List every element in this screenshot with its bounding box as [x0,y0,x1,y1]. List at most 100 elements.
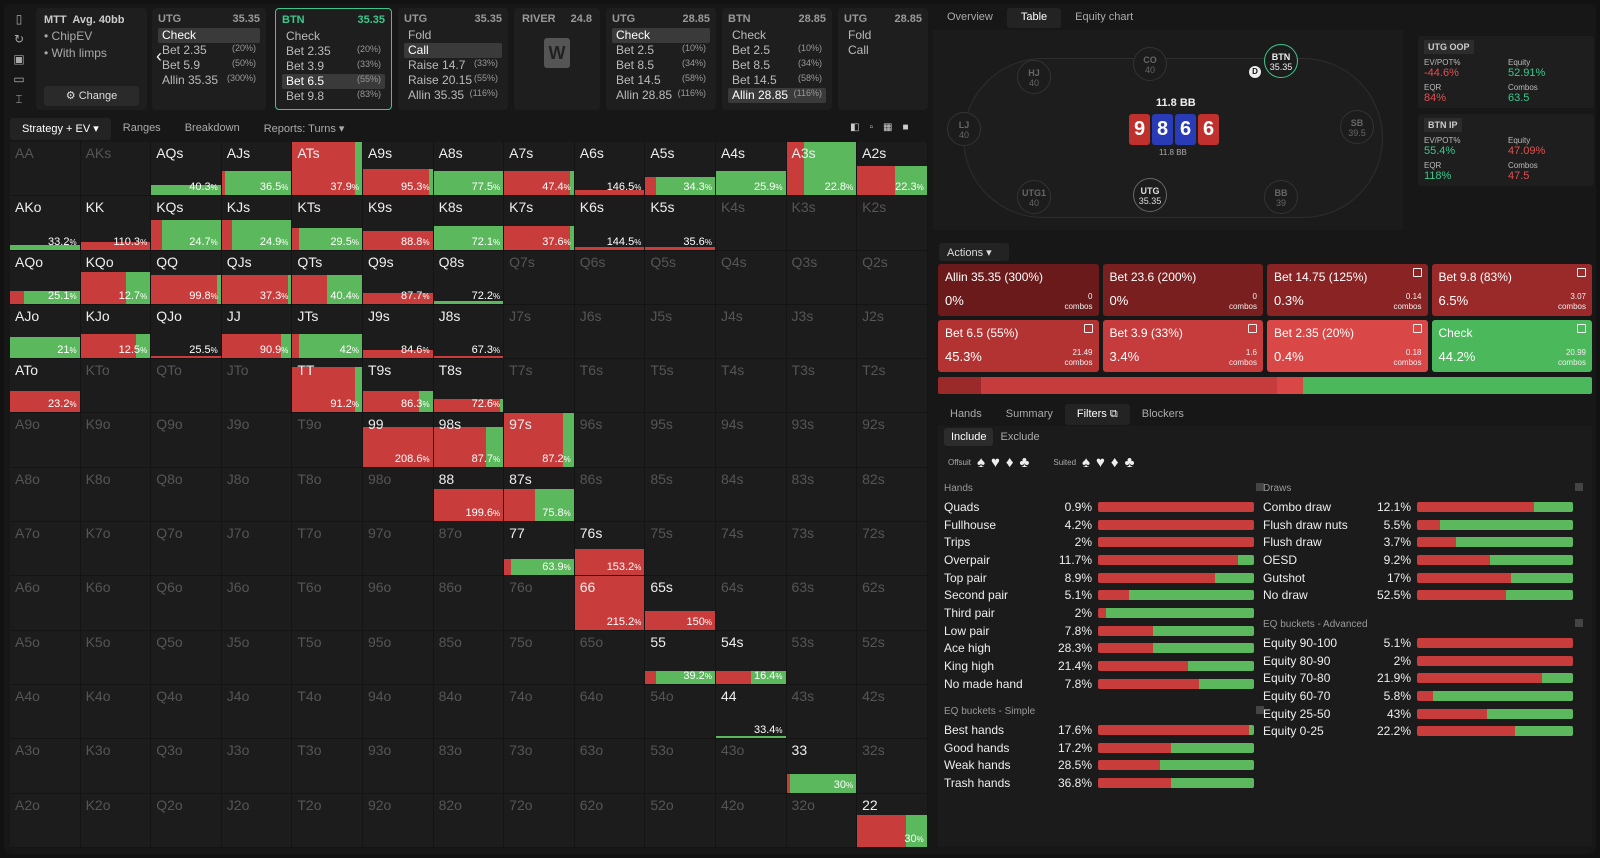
tree-node-btn[interactable]: BTN 28.85 Check Bet 2.5 (10%) Bet 8.5 (34%) Bet… [722,8,832,110]
hand-cell-84s[interactable]: 84s [715,467,787,523]
hand-cell-77[interactable]: 77 63.9% [504,522,575,577]
hand-cell-KTo[interactable]: KTo [80,359,152,414]
card-placeholder[interactable]: W [544,38,570,68]
square-icon[interactable]: ■ [902,122,909,133]
node-action[interactable]: Bet 2.5 (10%) [612,43,710,58]
section-toggle-icon[interactable] [1256,706,1264,714]
filter-row[interactable]: Equity 80-90 2% [1263,652,1583,670]
hand-cell-J8o[interactable]: J8o [221,467,293,523]
filter-row[interactable]: Good hands 17.2% [944,739,1264,757]
hand-cell-QJs[interactable]: QJs 37.3% [221,250,293,305]
hand-cell-K6s[interactable]: K6s 144.5% [574,196,646,251]
filter-row[interactable]: Ace high 28.3% [944,640,1264,658]
hand-cell-T5o[interactable]: T5o [292,630,363,685]
seat-co[interactable]: CO 40 [1133,47,1167,81]
seat-hj[interactable]: HJ 40 [1017,60,1051,94]
hand-cell-94s[interactable]: 94s [715,413,787,468]
node-action[interactable]: Allin 35.35 (300%) [158,73,260,88]
hand-cell-T7o[interactable]: T7o [292,522,363,577]
hand-cell-62s[interactable]: 62s [857,576,928,631]
hand-cell-65s[interactable]: 65s 150% [645,576,716,631]
contrast-icon[interactable]: ◧ [850,122,860,133]
tab-strategy-ev[interactable]: Strategy + EV ▾ [10,118,111,140]
hand-cell-87s[interactable]: 87s 75.8% [504,467,575,523]
hand-cell-93o[interactable]: 93o [362,739,434,794]
river-card-node[interactable]: RIVER 24.8 W [514,8,600,110]
hand-cell-72o[interactable]: 72o [504,793,575,848]
hand-cell-72s[interactable]: 72s [857,522,928,577]
exclude-toggle[interactable]: Exclude [1000,431,1040,443]
hand-cell-43o[interactable]: 43o [715,739,787,794]
hand-cell-J4s[interactable]: J4s [715,304,787,360]
hand-cell-76o[interactable]: 76o [504,576,575,631]
hand-cell-54o[interactable]: 54o [645,684,716,740]
filter-row[interactable]: Trips 2% [944,533,1264,551]
hand-cell-Q8o[interactable]: Q8o [151,467,222,523]
hand-cell-K7o[interactable]: K7o [80,522,152,577]
hand-cell-J3o[interactable]: J3o [221,739,293,794]
hand-cell-75s[interactable]: 75s [645,522,716,577]
hand-cell-Q8s[interactable]: Q8s 72.2% [433,250,505,305]
hand-cell-64s[interactable]: 64s [715,576,787,631]
expand-icon[interactable] [1083,324,1093,333]
hand-cell-T6o[interactable]: T6o [292,576,363,631]
node-action[interactable]: Check [728,28,826,43]
seat-bb[interactable]: BB 39 [1264,180,1298,214]
hand-cell-T3o[interactable]: T3o [292,739,363,794]
node-action[interactable]: Bet 9.8 (83%) [282,89,385,104]
measure-icon[interactable]: ⌶ [15,92,23,106]
hand-cell-A9o[interactable]: A9o [10,413,81,468]
seat-utg[interactable]: UTG 35.35 [1133,178,1167,212]
hand-cell-T7s[interactable]: T7s [504,359,575,414]
hand-cell-T4o[interactable]: T4o [292,684,363,740]
hand-cell-Q4s[interactable]: Q4s [715,250,787,305]
hand-cell-Q3s[interactable]: Q3s [786,250,858,305]
hand-cell-K6o[interactable]: K6o [80,576,152,631]
filter-row[interactable]: Overpair 11.7% [944,551,1264,569]
hand-cell-73s[interactable]: 73s [786,522,858,577]
node-action[interactable]: Bet 14.5 (58%) [612,73,710,88]
hand-cell-83o[interactable]: 83o [433,739,505,794]
hand-cell-T4s[interactable]: T4s [715,359,787,414]
hand-cell-44[interactable]: 44 33.4% [715,684,787,740]
filter-row[interactable]: Equity 70-80 21.9% [1263,669,1583,687]
hand-cell-K4s[interactable]: K4s [715,196,787,251]
section-toggle-icon[interactable] [1256,483,1264,491]
hand-cell-K9s[interactable]: K9s 88.8% [362,196,434,251]
hand-cell-86s[interactable]: 86s [574,467,646,523]
action-tile[interactable]: Bet 3.9 (33%) 3.4% 1.6 combos [1102,320,1263,372]
hand-cell-82o[interactable]: 82o [433,793,505,848]
hand-cell-A5o[interactable]: A5o [10,630,81,685]
node-action[interactable]: Raise 14.7 (33%) [404,58,502,73]
hand-cell-92o[interactable]: 92o [362,793,434,848]
expand-icon[interactable] [1248,324,1257,333]
action-tile[interactable]: Bet 23.6 (200%) 0% 0 combos [1102,264,1263,316]
hand-cell-J2o[interactable]: J2o [221,793,293,848]
node-action[interactable]: Call [844,43,922,58]
node-action[interactable]: Allin 28.85 (116%) [728,88,826,103]
hand-cell-KTs[interactable]: KTs 29.5% [292,196,363,251]
compact-icon[interactable]: ▫ [869,122,873,133]
hand-cell-K3o[interactable]: K3o [80,739,152,794]
hand-cell-K5o[interactable]: K5o [80,630,152,685]
offsuit-club-icon[interactable]: ♣ [1019,454,1030,471]
hand-cell-A5s[interactable]: A5s 34.3% [645,142,716,197]
hand-cell-J7o[interactable]: J7o [221,522,293,577]
node-action[interactable]: Bet 2.5 (10%) [728,43,826,58]
hand-cell-52o[interactable]: 52o [645,793,716,848]
node-action[interactable]: Check [282,29,385,44]
hand-cell-AKs[interactable]: AKs [80,142,152,197]
node-action[interactable]: Allin 28.85 (116%) [612,88,710,103]
node-action[interactable]: Bet 5.9 (50%) [158,58,260,73]
hand-cell-75o[interactable]: 75o [504,630,575,685]
hand-cell-94o[interactable]: 94o [362,684,434,740]
node-action[interactable]: Check [612,28,710,43]
hand-cell-96s[interactable]: 96s [574,413,646,468]
include-toggle[interactable]: Include [944,428,994,446]
filter-row[interactable]: Second pair 5.1% [944,586,1264,604]
filter-row[interactable]: King high 21.4% [944,657,1264,675]
hand-cell-J5o[interactable]: J5o [221,630,293,685]
hand-cell-63s[interactable]: 63s [786,576,858,631]
hand-cell-Q5s[interactable]: Q5s [645,250,716,305]
node-action[interactable]: Allin 35.35 (116%) [404,88,502,103]
